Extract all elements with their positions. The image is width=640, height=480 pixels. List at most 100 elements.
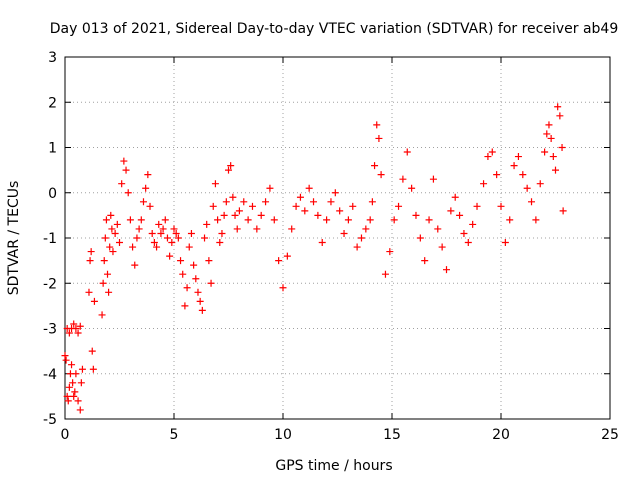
data-point [172, 229, 180, 237]
data-point [283, 252, 291, 260]
data-point [77, 379, 85, 387]
data-point [340, 229, 348, 237]
data-point [113, 220, 121, 228]
data-point [142, 184, 150, 192]
data-point [373, 121, 381, 129]
data-point [556, 112, 564, 120]
data-point [148, 229, 156, 237]
data-point [70, 320, 78, 328]
data-point [257, 211, 265, 219]
data-point [74, 397, 82, 405]
x-tick-label: 0 [61, 427, 70, 443]
y-tick-label: -5 [43, 412, 57, 428]
data-point [120, 157, 128, 165]
data-point [344, 216, 352, 224]
data-point [64, 397, 72, 405]
data-point [493, 171, 501, 179]
data-point [90, 297, 98, 305]
data-point [231, 211, 239, 219]
x-tick-label: 25 [601, 427, 619, 443]
data-point [111, 229, 119, 237]
data-point [101, 234, 109, 242]
data-point [314, 211, 322, 219]
x-axis-label: GPS time / hours [275, 458, 392, 474]
data-point [349, 202, 357, 210]
data-point [327, 198, 335, 206]
data-point [464, 239, 472, 247]
data-point [222, 198, 230, 206]
chart-title: Day 013 of 2021, Sidereal Day-to-day VTE… [50, 21, 619, 37]
data-point [523, 184, 531, 192]
data-point [233, 225, 241, 233]
data-point [126, 216, 134, 224]
data-point [519, 171, 527, 179]
data-point [153, 243, 161, 251]
data-point [381, 270, 389, 278]
data-point [144, 171, 152, 179]
data-point [85, 288, 93, 296]
data-point [552, 166, 559, 174]
data-point [98, 311, 106, 319]
data-point [108, 225, 116, 233]
data-point [484, 153, 492, 161]
y-tick-label: 2 [48, 95, 57, 111]
data-point [235, 207, 243, 215]
data-point [62, 356, 70, 364]
data-point [196, 297, 204, 305]
data-point [72, 370, 80, 378]
data-point [331, 189, 339, 197]
data-point [456, 211, 464, 219]
data-point [536, 180, 544, 188]
data-point [403, 148, 411, 156]
data-point [198, 306, 206, 314]
data-point [301, 207, 309, 215]
y-tick-label: -1 [43, 231, 57, 247]
data-point [179, 270, 187, 278]
y-tick-label: 0 [48, 186, 57, 202]
data-point [76, 322, 84, 330]
data-point [109, 248, 117, 256]
data-point [166, 252, 174, 260]
data-point [543, 130, 551, 138]
data-point [554, 103, 562, 111]
x-tick-label: 15 [383, 427, 401, 443]
data-point [61, 352, 69, 360]
data-point [408, 184, 416, 192]
data-point [253, 225, 261, 233]
data-point [510, 162, 518, 170]
data-point [421, 257, 429, 265]
data-point [139, 198, 147, 206]
y-tick-label: -4 [43, 367, 57, 383]
data-point [105, 288, 113, 296]
data-point [429, 175, 437, 183]
data-point [99, 279, 107, 287]
data-point [395, 202, 403, 210]
data-point [545, 121, 553, 129]
y-axis-label: SDTVAR / TECUs [6, 181, 22, 296]
data-point [68, 361, 76, 369]
data-point [104, 270, 112, 278]
data-point [368, 198, 376, 206]
data-point [220, 211, 228, 219]
data-point [122, 166, 130, 174]
data-point [390, 216, 398, 224]
data-point [65, 329, 73, 337]
data-point [207, 279, 215, 287]
data-point [74, 329, 82, 337]
data-point [416, 234, 424, 242]
data-point [168, 239, 176, 247]
y-tick-label: 3 [48, 50, 57, 66]
data-point [292, 202, 300, 210]
data-point [211, 180, 219, 188]
data-point [205, 257, 213, 265]
data-point [375, 134, 383, 142]
data-point [65, 383, 73, 391]
data-point [438, 243, 446, 251]
data-point [279, 284, 287, 292]
data-point [514, 153, 522, 161]
data-point [305, 184, 313, 192]
data-point [201, 234, 209, 242]
data-point [129, 243, 137, 251]
data-point [506, 216, 514, 224]
data-point [131, 261, 139, 269]
